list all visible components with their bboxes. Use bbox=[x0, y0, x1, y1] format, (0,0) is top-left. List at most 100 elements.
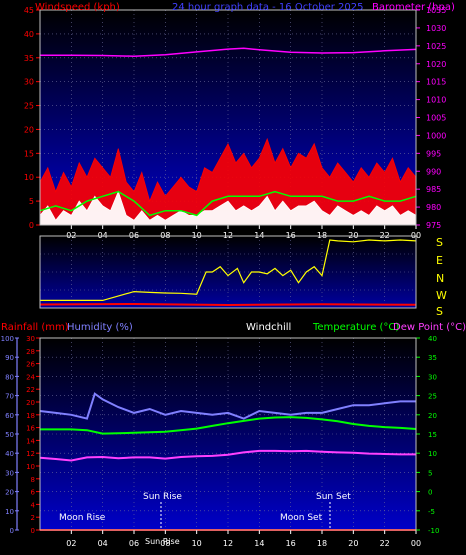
temperature-tick-label: 5 bbox=[428, 469, 432, 477]
wind-average-series bbox=[39, 190, 417, 226]
temp-x-tick-label: 06 bbox=[129, 539, 139, 548]
windspeed-tick-label: 30 bbox=[24, 78, 34, 87]
temp-x-tick-label: 02 bbox=[66, 539, 76, 548]
dewpoint-series bbox=[39, 449, 416, 462]
rainfall-tick-label: 10 bbox=[26, 463, 35, 471]
rainfall-tick-label: 18 bbox=[26, 412, 35, 420]
temp-panel-border bbox=[39, 337, 417, 531]
temperature-tick-label: 20 bbox=[428, 412, 437, 420]
temp-x-tick-label: 08 bbox=[160, 539, 170, 548]
barometer-tick-label: 1000 bbox=[426, 131, 446, 140]
barometer-series bbox=[40, 47, 417, 57]
temperature-tick-label: 35 bbox=[428, 354, 437, 362]
humidity-series bbox=[39, 392, 416, 420]
direction-label-w: W bbox=[436, 289, 447, 302]
temperature-tick-label: 0 bbox=[428, 489, 432, 497]
windspeed-tick-label: 20 bbox=[24, 125, 34, 134]
sun-rise-time-label: Sun Rise bbox=[145, 537, 180, 546]
barometer-tick-label: 1005 bbox=[426, 114, 446, 123]
rainfall-axis-title: Rainfall (mm) bbox=[1, 322, 69, 333]
barometer-axis-title: Barometer (hpa) bbox=[372, 2, 455, 13]
temp-x-tick-label: 18 bbox=[317, 539, 327, 548]
wind-gust-series bbox=[39, 137, 417, 226]
temp-x-tick-label: 12 bbox=[223, 539, 233, 548]
temp-x-tick-label: 16 bbox=[286, 539, 296, 548]
wind-speed-series bbox=[39, 190, 417, 217]
humidity-tick-label: 40 bbox=[5, 450, 14, 458]
humidity-tick-label: 30 bbox=[5, 469, 14, 477]
moon-rise-label: Moon Rise bbox=[59, 513, 106, 523]
windspeed-tick-label: 25 bbox=[24, 102, 34, 111]
barometer-tick-label: 980 bbox=[426, 203, 441, 212]
temperature-tick-label: 40 bbox=[428, 335, 437, 343]
direction-low-band-series bbox=[39, 302, 417, 307]
windspeed-tick-label: 35 bbox=[24, 54, 34, 63]
temperature-tick-label: -10 bbox=[428, 527, 439, 535]
humidity-tick-label: 70 bbox=[5, 393, 14, 401]
sun-set-label: Sun Set bbox=[316, 492, 351, 502]
sun-rise-label: Sun Rise bbox=[143, 492, 182, 502]
direction-label-n: N bbox=[436, 272, 444, 285]
windspeed-tick-label: 45 bbox=[24, 6, 34, 15]
temp-x-tick-label: 10 bbox=[192, 539, 202, 548]
temp-x-tick-label: 04 bbox=[98, 539, 108, 548]
temperature-tick-label: -5 bbox=[428, 508, 435, 516]
wind-panel-border bbox=[39, 9, 417, 226]
direction-label-s-top: S bbox=[436, 236, 443, 249]
barometer-tick-label: 990 bbox=[426, 167, 441, 176]
barometer-tick-label: 1015 bbox=[426, 78, 446, 87]
humidity-tick-label: 20 bbox=[5, 489, 14, 497]
temperature-tick-label: 30 bbox=[428, 373, 437, 381]
direction-label-s-bottom: S bbox=[436, 305, 443, 318]
humidity-tick-label: 80 bbox=[5, 373, 14, 381]
rainfall-tick-label: 0 bbox=[31, 527, 35, 535]
temp-x-tick-label: 20 bbox=[348, 539, 358, 548]
temp-x-tick-label: 14 bbox=[254, 539, 264, 548]
dewpoint-axis-title: Dew Point (°C) bbox=[393, 322, 466, 333]
windspeed-axis-title: Windspeed (kph) bbox=[35, 2, 120, 13]
barometer-tick-label: 1035 bbox=[426, 6, 446, 15]
windspeed-tick-label: 15 bbox=[24, 149, 34, 158]
humidity-tick-label: 100 bbox=[1, 335, 14, 343]
temperature-tick-label: 25 bbox=[428, 393, 437, 401]
moon-set-label: Moon Set bbox=[280, 513, 323, 523]
rainfall-tick-label: 22 bbox=[26, 386, 35, 394]
rainfall-tick-label: 12 bbox=[26, 450, 35, 458]
direction-panel-border bbox=[39, 235, 417, 309]
rainfall-tick-label: 6 bbox=[31, 489, 36, 497]
rainfall-tick-label: 14 bbox=[26, 437, 35, 445]
wind-direction-series bbox=[40, 239, 417, 301]
barometer-tick-label: 1025 bbox=[426, 42, 446, 51]
rainfall-tick-label: 8 bbox=[31, 476, 35, 484]
windspeed-tick-label: 0 bbox=[29, 221, 34, 230]
temperature-tick-label: 15 bbox=[428, 431, 437, 439]
humidity-tick-label: 10 bbox=[5, 508, 14, 516]
humidity-tick-label: 60 bbox=[5, 412, 14, 420]
windchill-legend: Windchill bbox=[246, 322, 291, 333]
rainfall-tick-label: 16 bbox=[26, 425, 35, 433]
rainfall-tick-label: 2 bbox=[31, 514, 35, 522]
barometer-tick-label: 975 bbox=[426, 221, 441, 230]
temp-x-tick-label: 22 bbox=[380, 539, 390, 548]
direction-label-e: E bbox=[436, 254, 443, 267]
rainfall-tick-label: 30 bbox=[26, 335, 35, 343]
humidity-axis-title: Humidity (%) bbox=[67, 322, 133, 333]
rainfall-tick-label: 20 bbox=[26, 399, 35, 407]
barometer-tick-label: 1010 bbox=[426, 96, 446, 105]
barometer-tick-label: 985 bbox=[426, 185, 441, 194]
rainfall-tick-label: 4 bbox=[31, 501, 36, 509]
barometer-tick-label: 1020 bbox=[426, 60, 446, 69]
temperature-axis-title: Temperature (°C) bbox=[312, 322, 399, 333]
windspeed-tick-label: 5 bbox=[29, 197, 34, 206]
temp-x-tick-label: 00 bbox=[411, 539, 421, 548]
barometer-tick-label: 1030 bbox=[426, 24, 446, 33]
humidity-tick-label: 90 bbox=[5, 354, 14, 362]
windspeed-tick-label: 40 bbox=[24, 30, 34, 39]
rainfall-tick-label: 26 bbox=[26, 361, 35, 369]
rainfall-tick-label: 24 bbox=[26, 373, 35, 381]
windspeed-tick-label: 10 bbox=[24, 173, 34, 182]
temperature-series bbox=[40, 416, 417, 435]
humidity-tick-label: 0 bbox=[10, 527, 14, 535]
humidity-tick-label: 50 bbox=[5, 431, 14, 439]
